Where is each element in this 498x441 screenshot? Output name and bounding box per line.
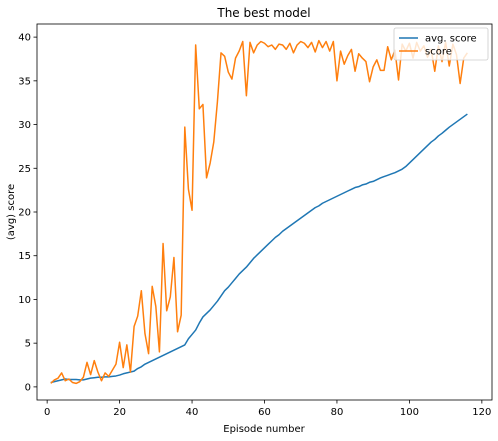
x-axis-label: Episode number: [223, 424, 305, 435]
x-tick-label: 60: [258, 407, 271, 418]
y-tick-label: 20: [18, 208, 31, 219]
x-tick-label: 120: [472, 407, 491, 418]
x-tick-label: 40: [186, 407, 199, 418]
y-axis: 0 5 10 15 20 25 30 35 40: [18, 33, 37, 393]
y-axis-label: (avg) score: [6, 184, 17, 240]
x-tick-label: 100: [400, 407, 419, 418]
y-tick-label: 30: [18, 120, 31, 131]
series-line-avg-score: [50, 113, 468, 384]
y-tick-label: 35: [18, 76, 31, 87]
x-tick-label: 0: [44, 407, 50, 418]
chart-title: The best model: [216, 6, 310, 20]
series-layer: [50, 39, 468, 385]
y-tick-label: 10: [18, 295, 31, 306]
x-axis: 0 20 40 60 80 100 120: [44, 400, 491, 418]
legend: avg. score score: [393, 27, 489, 61]
legend-box: [393, 27, 489, 61]
y-tick-label: 25: [18, 164, 31, 175]
x-tick-label: 20: [113, 407, 126, 418]
y-tick-label: 5: [25, 339, 31, 350]
series-line-score: [50, 39, 468, 385]
legend-label: score: [425, 47, 452, 58]
x-tick-label: 80: [331, 407, 344, 418]
y-tick-label: 40: [18, 33, 31, 44]
y-tick-label: 15: [18, 251, 31, 262]
y-tick-label: 0: [25, 382, 31, 393]
legend-label: avg. score: [425, 34, 477, 45]
